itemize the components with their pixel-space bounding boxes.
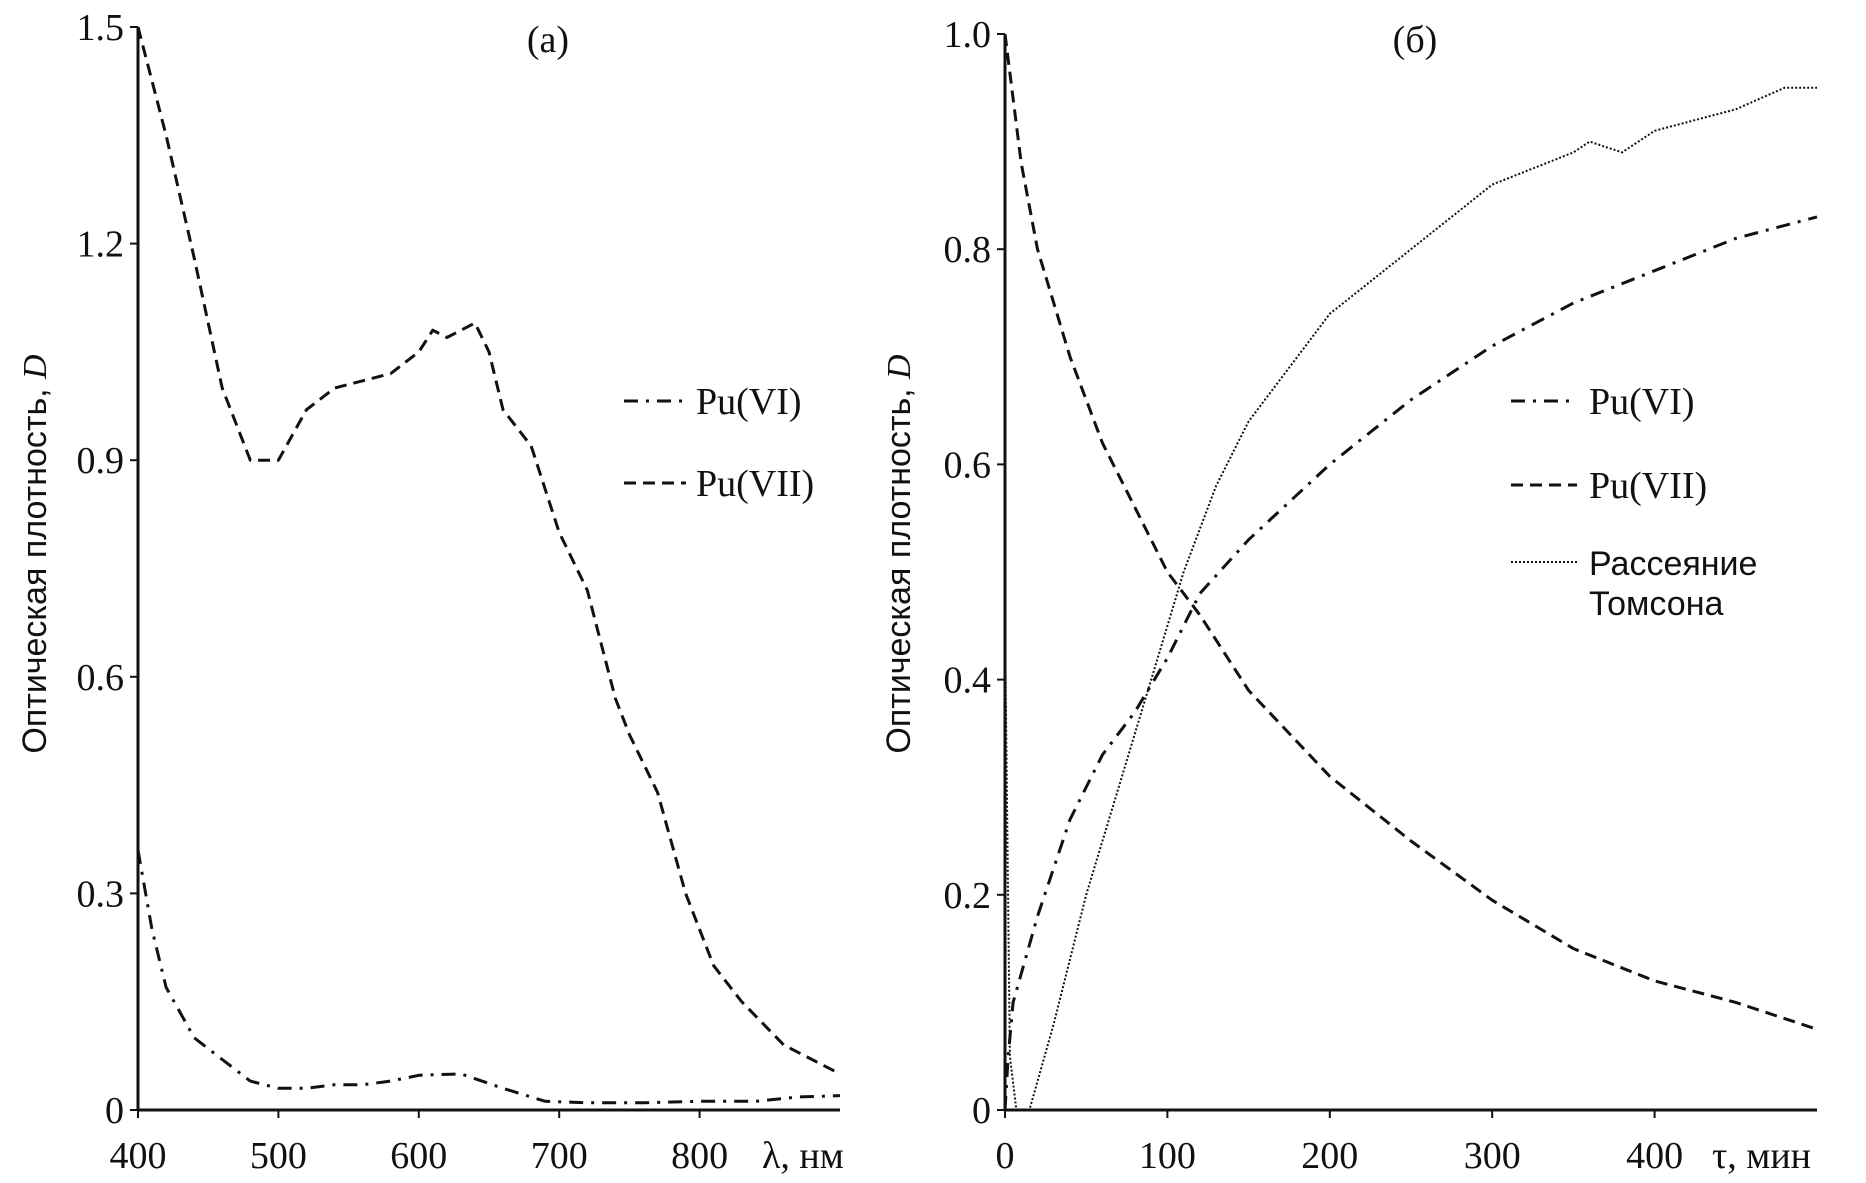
chart-a-legend: Pu(VI) Pu(VII)	[624, 381, 814, 505]
y-tick-label: 1.5	[77, 7, 125, 49]
x-tick-label: 800	[671, 1135, 728, 1177]
legend-label-thomson: Рассеяние Томсона	[1589, 545, 1757, 623]
y-tick-label: 0	[105, 1090, 124, 1132]
legend-label-pu7: Pu(VII)	[696, 463, 814, 505]
x-tick-label: 100	[1139, 1135, 1196, 1177]
chart-a-ylabel: Оптическая плотность, D	[16, 354, 54, 754]
series-line-1	[1003, 33, 1818, 1031]
y-tick-label: 0.6	[77, 657, 125, 699]
series-line-2	[1004, 86, 1817, 1111]
legend-label-pu7: Pu(VII)	[1589, 465, 1707, 507]
y-tick-label: 0.6	[944, 444, 992, 486]
x-tick-label: 400	[110, 1135, 167, 1177]
x-tick-label: 600	[390, 1135, 447, 1177]
x-tick-label: 0	[996, 1135, 1015, 1177]
chart-b-legend: Pu(VI) Pu(VII) Рассеяние Томсона	[1511, 381, 1757, 623]
chart-a: (а) Оптическая плотность, D λ, нм Pu(VI)…	[16, 7, 844, 1177]
series-line-0	[136, 849, 841, 1105]
chart-a-xlabel: λ, нм	[762, 1135, 844, 1177]
x-tick-label: 200	[1301, 1135, 1358, 1177]
x-tick-label: 500	[250, 1135, 307, 1177]
y-tick-label: 1.0	[944, 14, 992, 56]
x-tick-label: 300	[1464, 1135, 1521, 1177]
y-tick-label: 1.2	[77, 224, 125, 266]
series-line-0	[1003, 215, 1818, 1111]
y-tick-label: 0	[972, 1090, 991, 1132]
chart-b-ylabel: Оптическая плотность, D	[880, 354, 918, 754]
y-tick-label: 0.2	[944, 875, 992, 917]
chart-a-title: (а)	[527, 19, 569, 61]
y-tick-label: 0.4	[944, 660, 992, 702]
legend-label-pu6: Pu(VI)	[1589, 381, 1695, 423]
legend-label-pu6: Pu(VI)	[696, 381, 802, 423]
y-tick-label: 0.9	[77, 440, 125, 482]
x-tick-label: 400	[1626, 1135, 1683, 1177]
y-tick-label: 0.8	[944, 229, 992, 271]
chart-b: (б) Оптическая плотность, D τ, мин Pu(VI…	[880, 14, 1818, 1177]
chart-b-title: (б)	[1393, 19, 1438, 61]
series-line-1	[136, 26, 841, 1076]
chart-b-xlabel: τ, мин	[1712, 1135, 1811, 1177]
y-tick-label: 0.3	[77, 873, 125, 915]
x-tick-label: 700	[531, 1135, 588, 1177]
